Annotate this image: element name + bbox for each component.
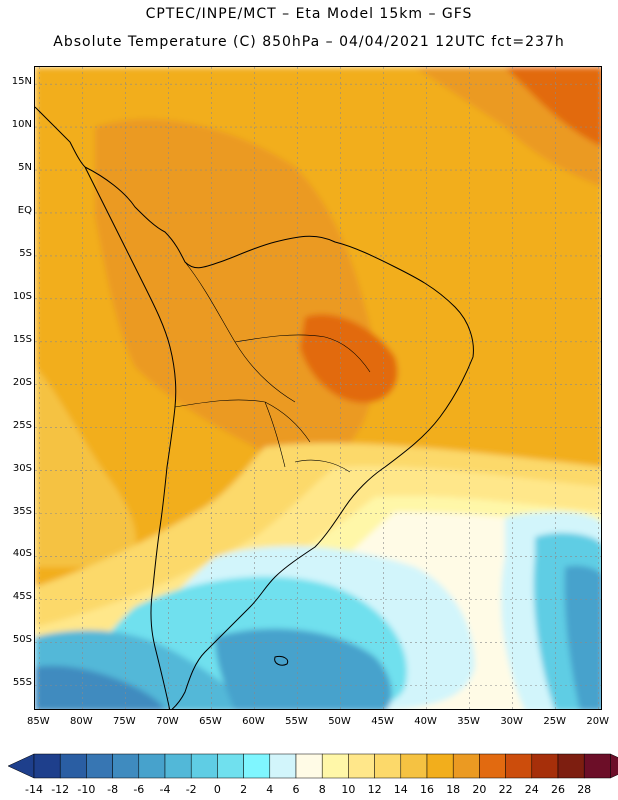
colorbar-tick-label: -12: [51, 783, 70, 796]
longitude-label: 35W: [457, 716, 480, 727]
colorbar-swatch: [138, 753, 166, 779]
cold-region-8: [564, 565, 601, 709]
longitude-label: 60W: [242, 716, 265, 727]
colorbar-swatch: [59, 753, 87, 779]
colorbar-tick-label: 2: [240, 783, 248, 796]
colorbar: [7, 753, 618, 779]
hot-region-northeast: [505, 67, 601, 147]
latitude-label: 55S: [12, 677, 32, 689]
longitude-label: 20W: [586, 716, 609, 727]
latitude-label: 5S: [19, 247, 32, 259]
colorbar-tick-label: 12: [367, 783, 382, 796]
colorbar-swatch: [505, 753, 533, 779]
colorbar-tick-label: 16: [420, 783, 434, 796]
colorbar-tick-label: -14: [25, 783, 43, 796]
colorbar-tick-label: 6: [292, 783, 300, 796]
latitude-label: 10N: [11, 119, 32, 131]
colorbar-swatch: [112, 753, 140, 779]
colorbar-tick-label: 14: [393, 783, 408, 796]
colorbar-max-arrow: [610, 753, 618, 779]
colorbar-tick-label: -8: [107, 783, 119, 796]
colorbar-tick-label: 24: [524, 783, 539, 796]
latitude-label: 45S: [12, 591, 32, 603]
colorbar-swatch: [164, 753, 192, 779]
colorbar-tick-label: -10: [77, 783, 96, 796]
cold-region-9: [35, 665, 165, 709]
mild-region-pacific: [35, 367, 136, 567]
colorbar-tick-label: -2: [185, 783, 197, 796]
colorbar-swatch: [479, 753, 506, 779]
longitude-label: 40W: [414, 716, 437, 727]
longitude-label: 45W: [371, 716, 394, 727]
longitude-label: 65W: [199, 716, 222, 727]
colorbar-swatch: [348, 753, 375, 779]
colorbar-min-arrow: [7, 753, 35, 779]
longitude-label: 55W: [285, 716, 308, 727]
latitude-label: 30S: [12, 462, 32, 474]
latitude-label: 15N: [11, 76, 32, 88]
colorbar-tick-label: 20: [472, 783, 487, 796]
colorbar-swatch: [86, 753, 113, 779]
warm-region-continent: [95, 119, 375, 473]
colorbar-swatch: [321, 753, 349, 779]
south-america-coastline: [84, 166, 474, 709]
colorbar-swatch: [583, 753, 611, 779]
colorbar-swatch: [400, 753, 428, 779]
map-frame: [34, 66, 602, 710]
colorbar-tick-label: -4: [159, 783, 171, 796]
map-title: CPTEC/INPE/MCT – Eta Model 15km – GFS: [145, 6, 473, 22]
latitude-label: EQ: [17, 204, 32, 216]
colorbar-swatch: [426, 753, 454, 779]
longitude-label: 80W: [70, 716, 93, 727]
cold-region-7: [215, 628, 392, 709]
temperature-map: [35, 67, 601, 709]
latitude-label: 35S: [12, 505, 32, 517]
latitude-label: 25S: [12, 419, 32, 431]
longitude-label: 70W: [156, 716, 179, 727]
longitude-label: 30W: [500, 716, 523, 727]
colorbar-tick-label: 4: [266, 783, 274, 796]
colorbar-tick-label: 28: [577, 783, 592, 796]
latitude-label: 5N: [18, 162, 32, 174]
colorbar-tick-label: 10: [341, 783, 356, 796]
colorbar-swatch: [243, 753, 271, 779]
falklands: [274, 656, 289, 666]
latitude-label: 10S: [12, 290, 32, 302]
coastlines: [35, 106, 474, 709]
map-subtitle: Absolute Temperature (C) 850hPa – 04/04/…: [53, 34, 565, 50]
colorbar-tick-label: 18: [446, 783, 461, 796]
colorbar-swatch: [374, 753, 402, 779]
lat-lon-grid: [35, 67, 601, 709]
central-america-coastline: [35, 106, 86, 168]
latitude-label: 20S: [12, 376, 32, 388]
colorbar-tick-label: 26: [551, 783, 565, 796]
longitude-label: 75W: [113, 716, 136, 727]
colorbar-tick-label: -6: [133, 783, 145, 796]
colorbar-swatch: [33, 753, 61, 779]
colorbar-swatch: [190, 753, 218, 779]
colorbar-swatch: [557, 753, 585, 779]
colorbar-tick-label: 8: [318, 783, 326, 796]
colorbar-tick-label: 22: [498, 783, 513, 796]
latitude-label: 40S: [12, 548, 32, 560]
colorbar-swatch: [217, 753, 244, 779]
latitude-label: 15S: [12, 333, 32, 345]
country-borders: [174, 261, 371, 473]
colorbar-swatch: [295, 753, 323, 779]
longitude-label: 50W: [328, 716, 351, 727]
colorbar-tick-label: 0: [213, 783, 221, 796]
latitude-label: 50S: [12, 634, 32, 646]
colorbar-swatch: [452, 753, 480, 779]
hot-region-brazil: [300, 314, 398, 403]
colorbar-swatch: [269, 753, 297, 779]
longitude-label: 85W: [26, 716, 50, 727]
colorbar-swatch: [531, 753, 559, 779]
longitude-label: 25W: [543, 716, 566, 727]
